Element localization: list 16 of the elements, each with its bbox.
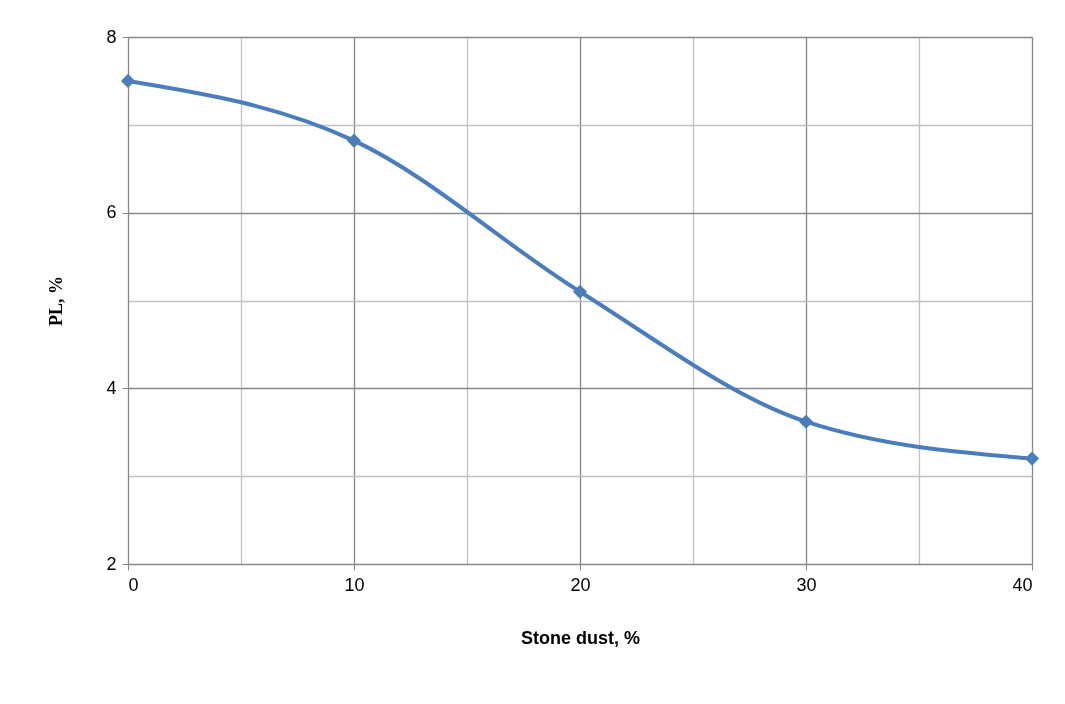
y-tick-label: 6 <box>106 202 117 223</box>
point <box>572 284 588 299</box>
x-axis-title: Stone dust, % <box>520 627 641 648</box>
y-tick-label: 2 <box>106 553 117 574</box>
point <box>1024 451 1040 466</box>
x-tick-label: 0 <box>128 574 139 595</box>
x-tick-label: 20 <box>570 574 591 595</box>
x-tick-label: 30 <box>796 574 817 595</box>
point <box>120 73 136 88</box>
y-axis-title: PL, % <box>46 275 67 327</box>
x-tick-label: 40 <box>1012 574 1033 595</box>
point <box>346 133 362 148</box>
x-tick-label: 10 <box>344 574 365 595</box>
point <box>798 414 814 429</box>
y-tick-label: 4 <box>106 377 117 398</box>
y-tick-label: 8 <box>106 26 117 47</box>
